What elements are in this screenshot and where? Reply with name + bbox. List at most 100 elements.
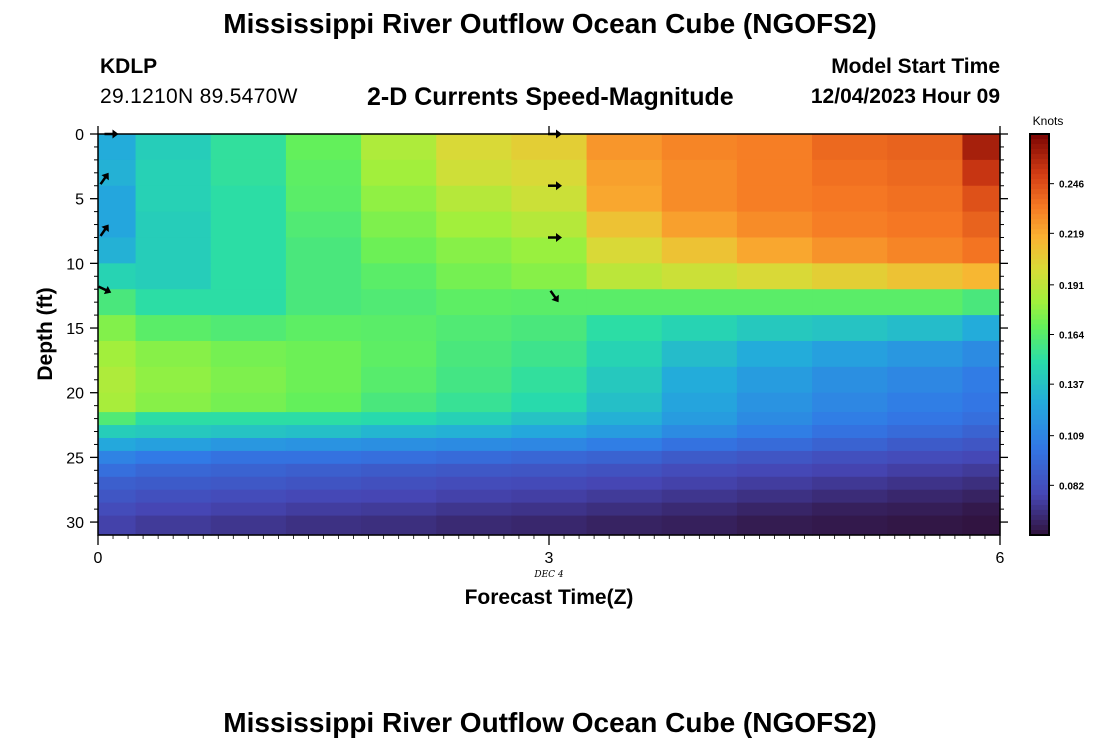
colorbar-segment [1030,384,1049,391]
heatmap-cell [98,425,137,439]
heatmap-cell [135,211,212,239]
colorbar-segment [1030,309,1049,316]
heatmap-cell [511,237,588,264]
heatmap-cell [98,340,137,368]
heatmap-cell [511,515,588,536]
colorbar-segment [1030,504,1049,511]
heatmap-cell [361,185,437,213]
heatmap-cell [511,263,588,290]
heatmap-cell [285,366,362,394]
heatmap-cell [436,463,513,478]
colorbar-segment [1030,194,1049,200]
heatmap-cell [210,211,287,239]
heatmap-cell [511,289,588,316]
heatmap-cell [661,463,738,478]
colorbar-segment [1030,414,1049,421]
heatmap-cell [135,489,212,504]
colorbar-segment [1030,274,1049,280]
heatmap-cell [962,340,1001,368]
heatmap-cell [736,366,813,394]
heatmap-cell [962,412,1001,426]
heatmap-cell [511,211,588,239]
colorbar-segment [1030,139,1049,145]
heatmap-cell [736,425,813,439]
station-coordinates: 29.1210N 89.5470W [100,85,298,108]
heatmap-cell [361,289,437,316]
colorbar-segment [1030,394,1049,401]
heatmap-cell [210,463,287,478]
heatmap-cell [210,425,287,439]
colorbar-segment [1030,209,1049,215]
heatmap-cell [436,502,513,517]
colorbar-segment [1030,279,1049,285]
heatmap-cell [586,237,663,264]
current-vector-arrow [548,181,562,191]
heatmap-cell [962,211,1001,239]
heatmap-cell [736,463,813,478]
heatmap-cell [361,412,437,426]
colorbar-segment [1030,219,1049,225]
heatmap-cell [436,237,513,264]
heatmap-cell [210,515,287,536]
heatmap-cell [511,489,588,504]
heatmap-cell [736,502,813,517]
heatmap-cell [361,502,437,517]
heatmap-cell [285,502,362,517]
heatmap-cell [361,134,437,161]
colorbar-segment [1030,234,1049,240]
current-vector-arrow [98,285,112,295]
heatmap-cell [661,289,738,316]
colorbar-segment [1030,144,1049,150]
heatmap-cell [361,392,437,413]
heatmap-cell [511,134,588,161]
heatmap-cell [135,340,212,368]
colorbar-segment [1030,294,1049,301]
colorbar-segment [1030,439,1049,446]
heatmap-cell [210,237,287,264]
heatmap-cell [586,425,663,439]
heatmap-cell [661,392,738,413]
heatmap-cell [436,159,513,187]
heatmap-cell [436,134,513,161]
heatmap-cell [436,450,513,465]
heatmap-cell [962,392,1001,413]
colorbar-segment [1030,319,1049,326]
colorbar-segment [1030,479,1049,486]
heatmap-cell [962,159,1001,187]
colorbar-tick-label: 0.137 [1059,380,1084,391]
x-tick-label: 6 [996,550,1005,567]
y-tick-label: 25 [66,450,84,467]
heatmap-cell [586,315,663,342]
colorbar-segment [1030,339,1049,346]
heatmap-cell [98,392,137,413]
heatmap-cell [661,237,738,264]
heatmap-cell [98,450,137,465]
x-axis-label: Forecast Time(Z) [465,586,634,609]
colorbar-segment [1030,364,1049,371]
colorbar-segment [1030,304,1049,311]
heatmap-cell [210,366,287,394]
heatmap-cell [736,392,813,413]
heatmap-cell [736,315,813,342]
colorbar-segment [1030,134,1049,140]
heatmap-cell [436,515,513,536]
heatmap-cell [98,489,137,504]
heatmap-cell [98,289,137,316]
colorbar-segment [1030,159,1049,165]
heatmap-cell [436,366,513,394]
heatmap-cell [736,159,813,187]
footer-title: Mississippi River Outflow Ocean Cube (NG… [223,707,877,738]
heatmap-cell [586,502,663,517]
heatmap-cell [210,392,287,413]
heatmap-cell [436,315,513,342]
heatmap-cell [98,263,137,290]
heatmap-cell [210,159,287,187]
heatmap-cell [210,412,287,426]
colorbar-segment [1030,214,1049,220]
heatmap-cell [812,340,888,368]
heatmap-cell [736,134,813,161]
colorbar-segment [1030,509,1049,516]
heatmap-cell [661,476,738,491]
colorbar-segment [1030,154,1049,160]
heatmap-cell [361,315,437,342]
